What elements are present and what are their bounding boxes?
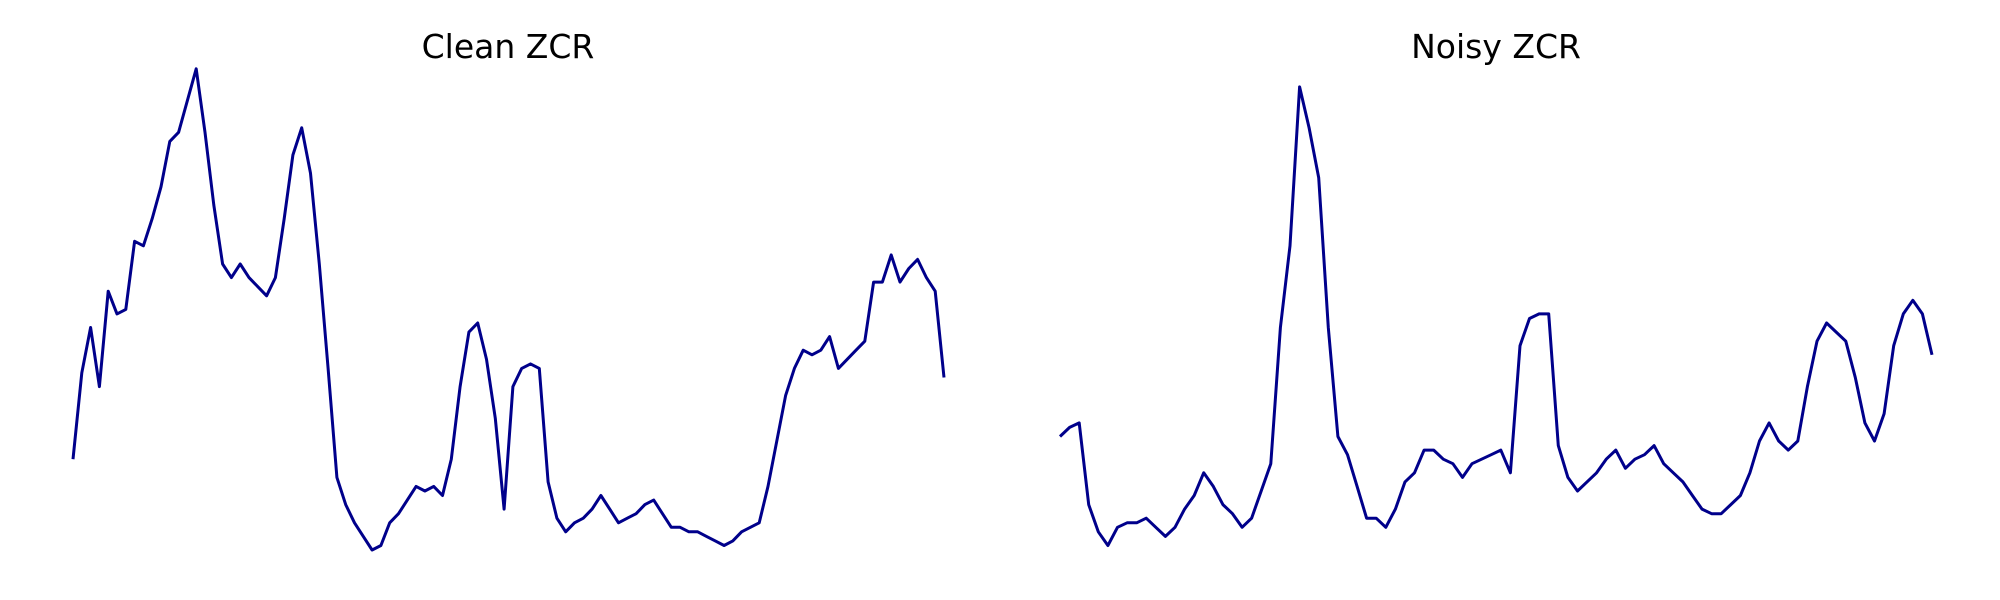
- noisy-zcr-panel: Noisy ZCR: [1058, 27, 1934, 547]
- noisy-zcr-line: [1058, 85, 1934, 547]
- clean-zcr-title: Clean ZCR: [422, 27, 595, 66]
- noisy-zcr-title: Noisy ZCR: [1411, 27, 1581, 66]
- clean-zcr-line: [71, 67, 946, 552]
- clean-zcr-panel: Clean ZCR: [71, 27, 946, 552]
